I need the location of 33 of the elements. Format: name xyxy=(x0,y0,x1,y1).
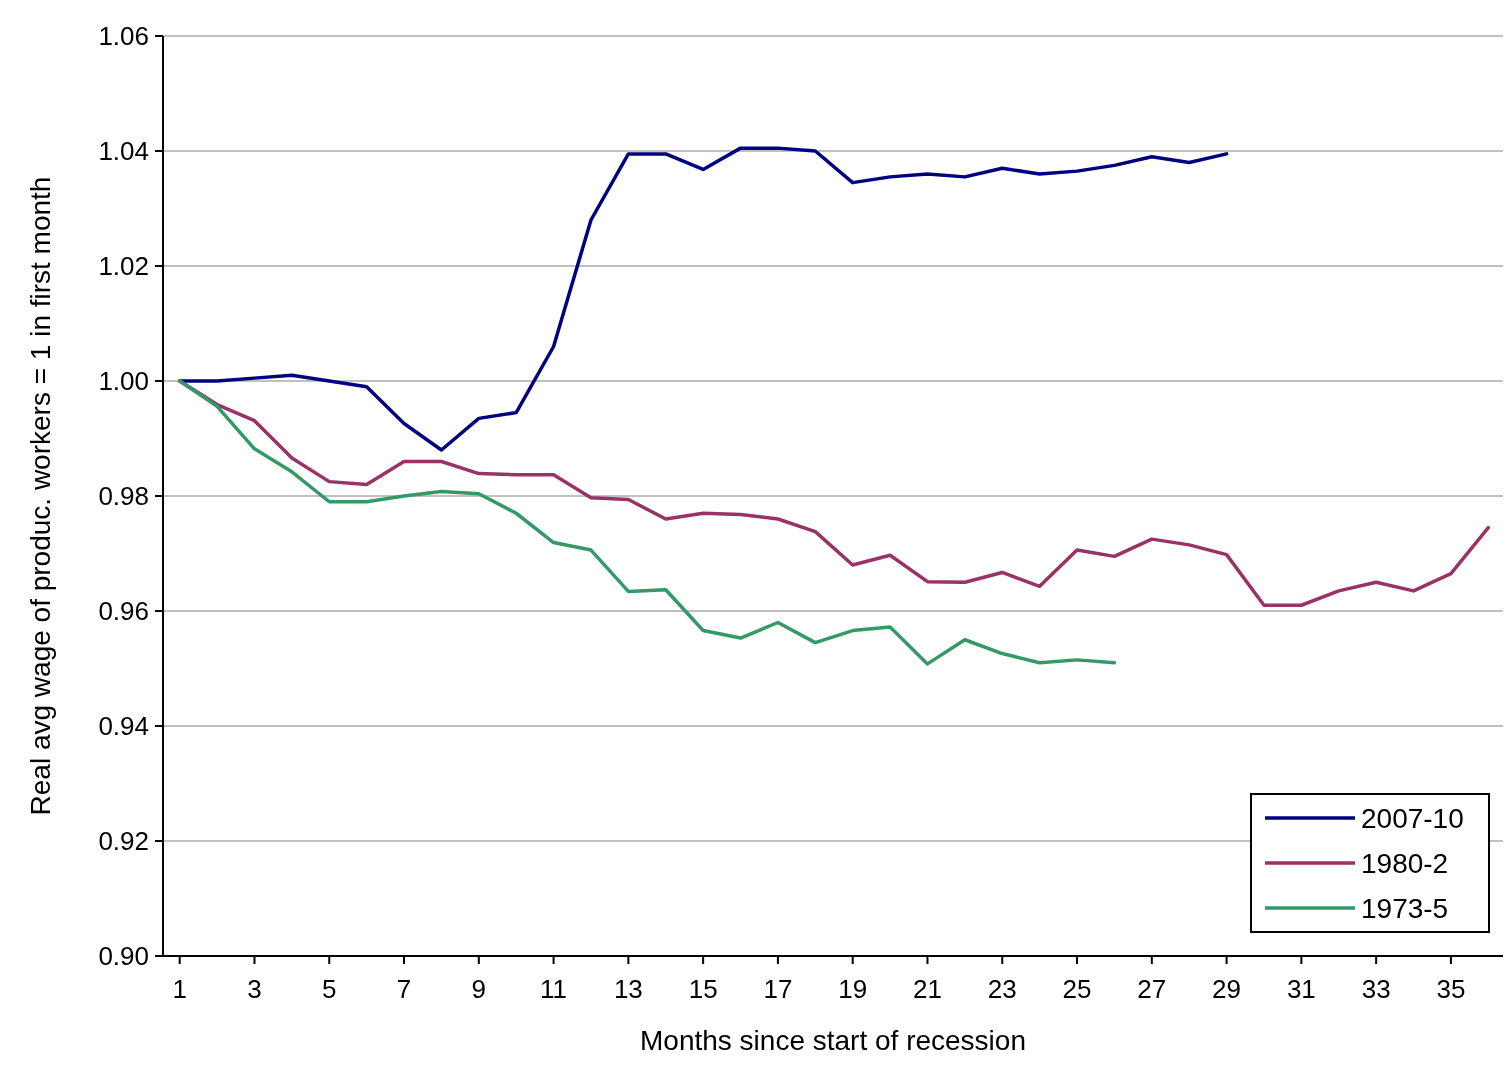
y-tick-label: 1.04 xyxy=(98,136,149,167)
y-tick-label: 0.92 xyxy=(98,826,149,857)
y-tick-label: 1.02 xyxy=(98,251,149,282)
legend-label: 2007-10 xyxy=(1361,802,1464,834)
x-tick-label: 33 xyxy=(1361,974,1391,1004)
y-axis-title: Real avg wage of produc. workers = 1 in first month xyxy=(25,176,56,816)
line-series xyxy=(177,379,1117,666)
x-tick-label: 3 xyxy=(247,974,262,1004)
x-tick-label: 9 xyxy=(471,974,487,1004)
x-tick-label: 23 xyxy=(987,974,1017,1004)
x-tick-label: 7 xyxy=(396,974,412,1004)
y-tick-label: 1.06 xyxy=(98,21,149,52)
x-tick-label: 15 xyxy=(688,974,718,1004)
x-tick-label: 5 xyxy=(322,974,337,1004)
x-tick-label: 35 xyxy=(1436,974,1466,1004)
x-tick-label: 25 xyxy=(1062,974,1092,1004)
y-tick-label: 0.96 xyxy=(98,596,149,627)
x-tick-label: 29 xyxy=(1212,974,1242,1004)
x-tick-label: 13 xyxy=(613,974,643,1004)
x-tick-label: 1 xyxy=(172,974,187,1004)
y-tick-label: 0.94 xyxy=(98,711,149,742)
y-tick-label: 0.90 xyxy=(98,941,149,972)
x-tick-label: 27 xyxy=(1137,974,1167,1004)
x-tick-label: 31 xyxy=(1286,974,1316,1004)
x-tick-label: 17 xyxy=(763,974,793,1004)
y-tick-label: 1.00 xyxy=(98,366,149,397)
x-tick-label: 19 xyxy=(838,974,868,1004)
x-axis-title: Months since start of recession xyxy=(640,1025,1026,1056)
x-tick-label: 21 xyxy=(913,974,942,1004)
legend-label: 1973-5 xyxy=(1361,892,1449,924)
y-tick-label: 0.98 xyxy=(98,481,149,512)
legend-label: 1980-2 xyxy=(1361,847,1449,879)
x-tick-label: 11 xyxy=(540,974,568,1004)
